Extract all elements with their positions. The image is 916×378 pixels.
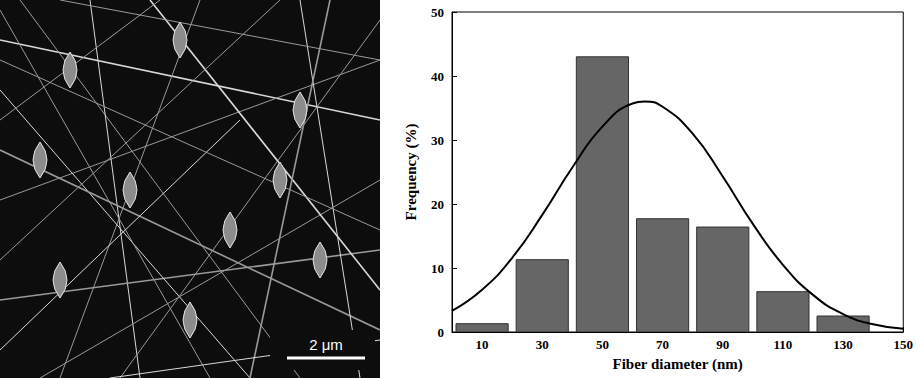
svg-text:130: 130 xyxy=(833,337,853,352)
svg-text:50: 50 xyxy=(596,337,609,352)
svg-text:Fiber diameter (nm): Fiber diameter (nm) xyxy=(613,356,743,373)
svg-text:2 μm: 2 μm xyxy=(309,336,343,353)
svg-text:0: 0 xyxy=(438,325,445,340)
svg-text:40: 40 xyxy=(431,69,444,84)
svg-text:70: 70 xyxy=(656,337,669,352)
svg-text:110: 110 xyxy=(774,337,793,352)
svg-text:30: 30 xyxy=(536,337,549,352)
svg-text:10: 10 xyxy=(431,261,444,276)
svg-text:90: 90 xyxy=(716,337,729,352)
svg-text:Frequency (%): Frequency (%) xyxy=(403,124,420,221)
svg-text:50: 50 xyxy=(431,5,444,20)
svg-text:30: 30 xyxy=(431,133,444,148)
svg-text:150: 150 xyxy=(894,337,914,352)
svg-text:20: 20 xyxy=(431,197,444,212)
svg-text:10: 10 xyxy=(476,337,489,352)
